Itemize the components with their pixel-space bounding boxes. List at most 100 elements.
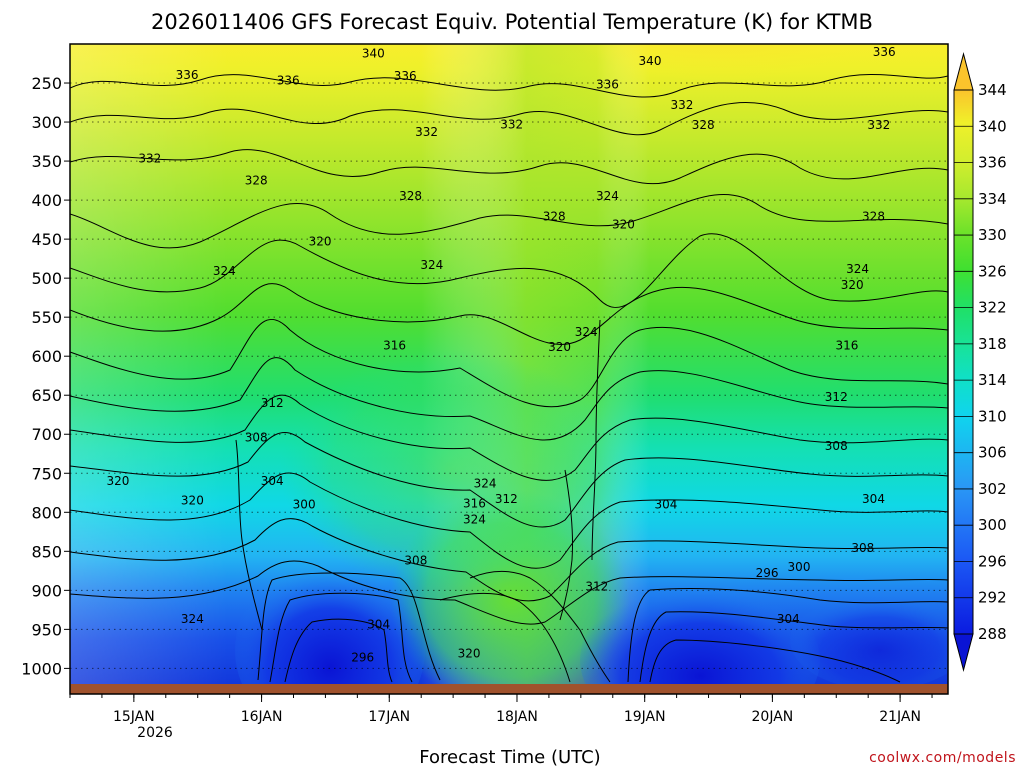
contour-label: 316: [835, 338, 858, 352]
y-tick-label: 400: [31, 191, 62, 210]
warm-aloft-region: [570, 44, 870, 110]
contour-label: 320: [106, 474, 129, 488]
x-tick-label: 19JAN: [624, 709, 666, 725]
contour-label: 296: [756, 566, 779, 580]
contour-line: [70, 560, 948, 625]
y-tick-label: 750: [31, 464, 62, 483]
contour-label: 332: [500, 117, 523, 131]
contour-line: [469, 570, 611, 683]
colorbar-label: 334: [978, 190, 1007, 208]
contour-label: 324: [575, 325, 598, 339]
contour-line: [70, 74, 948, 98]
colorbar-label: 310: [978, 407, 1007, 425]
contour-label: 320: [841, 278, 864, 292]
contour-label: 328: [543, 209, 566, 223]
contour-line: [627, 587, 948, 683]
y-axis: 250 300 350 400 450 500 550 600 650 700 750 800 850 9…: [21, 74, 70, 678]
contour-label: 340: [639, 54, 662, 68]
contour-line: [269, 592, 413, 683]
contour-label: 336: [394, 69, 417, 83]
contour-label: 312: [495, 492, 518, 506]
cold-dry-region-16jan: [235, 560, 425, 684]
contour-label: 324: [846, 262, 869, 276]
contour-label: 324: [181, 612, 204, 626]
contour-label: 324: [474, 476, 497, 490]
chart-title: 2026011406 GFS Forecast Equiv. Potential…: [151, 10, 873, 34]
colorbar-top-arrow: [953, 52, 974, 91]
contour-line: [284, 618, 393, 683]
contour-label: 300: [788, 560, 811, 574]
y-tick-label: 350: [31, 152, 62, 171]
colorbar-label: 326: [978, 262, 1007, 280]
y-tick-label: 700: [31, 425, 62, 444]
contour-line: [439, 593, 571, 683]
y-tick-label: 550: [31, 308, 62, 327]
y-tick-label: 950: [31, 620, 62, 639]
ground-surface: [70, 684, 948, 694]
contour-line: [70, 357, 948, 441]
contour-label: 324: [596, 189, 619, 203]
colorbar-label: 314: [978, 371, 1007, 389]
x-tick-label: 15JAN: [113, 709, 155, 725]
y-tick-label: 650: [31, 386, 62, 405]
colorbar-label: 318: [978, 335, 1007, 353]
contour-label: 320: [612, 217, 635, 231]
contour-label: 312: [585, 579, 608, 593]
contour-label: 332: [415, 125, 438, 139]
contour-label: 304: [777, 612, 800, 626]
contour-label: 320: [548, 340, 571, 354]
contour-label: 332: [867, 118, 890, 132]
x-tick-label: 17JAN: [368, 709, 410, 725]
x-tick-label: 18JAN: [496, 709, 538, 725]
contour-line: [257, 572, 441, 681]
contour-line: [649, 639, 901, 683]
contour-label: 324: [213, 264, 236, 278]
colorbar-ticks: 288 292 296 300 302 306 310 314 318 322 326 330 334 3…: [954, 81, 1007, 643]
contour-lines: [70, 74, 948, 683]
contour-label: 328: [399, 189, 422, 203]
contour-line: [70, 149, 948, 185]
contour-label: 328: [245, 174, 268, 188]
colorbar-label: 296: [978, 552, 1007, 570]
contour-label: 336: [277, 74, 300, 88]
contour-label: 316: [383, 338, 406, 352]
y-tick-label: 1000: [21, 659, 62, 678]
x-year-label: 2026: [137, 725, 173, 741]
contour-label: 324: [420, 258, 443, 272]
contour-label: 304: [367, 618, 390, 632]
colorbar-label: 344: [978, 81, 1007, 99]
contour-line: [591, 319, 601, 561]
contour-line: [70, 394, 948, 481]
x-tick-label: 21JAN: [879, 709, 921, 725]
y-tick-label: 500: [31, 269, 62, 288]
contour-line: [70, 283, 948, 345]
colorbar: 288 292 296 300 302 306 310 314 318 322 326 330 334 3…: [953, 52, 1007, 672]
contour-line: [70, 193, 948, 249]
x-axis: 15JAN 16JAN 17JAN 18JAN 19JAN 20JAN 21JAN: [69, 694, 933, 725]
contour-label: 308: [851, 541, 874, 555]
plot-area: [70, 44, 948, 684]
colorbar-label: 292: [978, 589, 1007, 607]
colorbar-bottom-arrow: [953, 633, 974, 672]
y-tick-label: 900: [31, 581, 62, 600]
contour-labels: 340 340 336 336 336 336 336 332 332 332 328 332 332 3…: [106, 45, 895, 665]
contour-label: 316: [463, 497, 486, 511]
x-tick-label: 20JAN: [752, 709, 794, 725]
contour-label: 304: [655, 497, 678, 511]
contour-line: [70, 233, 948, 308]
y-tick-label: 300: [31, 113, 62, 132]
contour-label: 312: [825, 390, 848, 404]
contour-label: 308: [825, 439, 848, 453]
contour-label: 308: [404, 554, 427, 568]
contour-label: 304: [862, 492, 885, 506]
contour-label: 328: [862, 209, 885, 223]
contour-line: [70, 318, 948, 408]
y-tick-label: 250: [31, 74, 62, 93]
y-tick-label: 800: [31, 503, 62, 522]
contour-line: [639, 611, 948, 683]
plot-frame: [69, 43, 949, 695]
colorbar-label: 322: [978, 299, 1007, 317]
y-tick-label: 450: [31, 230, 62, 249]
contour-line: [70, 432, 948, 528]
